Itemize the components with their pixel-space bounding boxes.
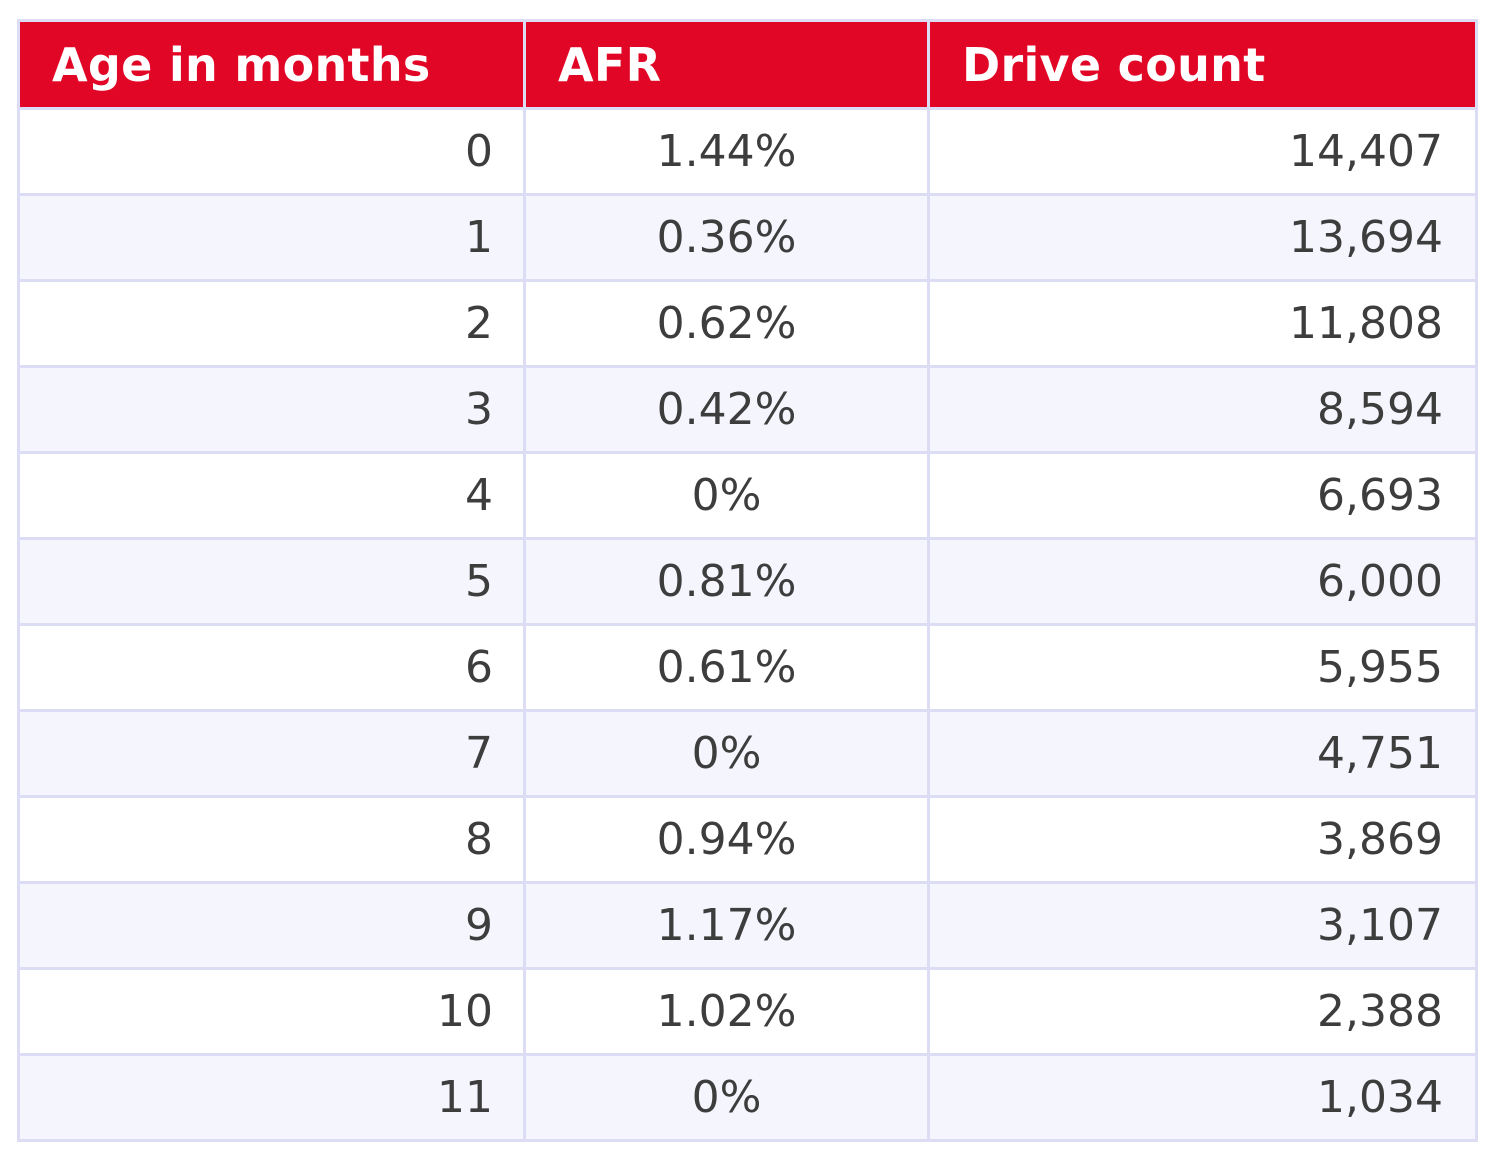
- table-row: 11 0% 1,034: [17, 1053, 1478, 1142]
- table-row: 8 0.94% 3,869: [17, 795, 1478, 884]
- cell-afr: 0%: [523, 1053, 930, 1142]
- cell-drive-count: 5,955: [927, 623, 1478, 712]
- table-row: 3 0.42% 8,594: [17, 365, 1478, 454]
- cell-age-in-months: 4: [17, 451, 526, 540]
- cell-age-in-months: 8: [17, 795, 526, 884]
- cell-afr: 0%: [523, 709, 930, 798]
- cell-afr: 0.42%: [523, 365, 930, 454]
- cell-age-in-months: 9: [17, 881, 526, 970]
- cell-age-in-months: 6: [17, 623, 526, 712]
- table-row: 9 1.17% 3,107: [17, 881, 1478, 970]
- header-row: Age in months AFR Drive count: [17, 19, 1478, 110]
- table-row: 2 0.62% 11,808: [17, 279, 1478, 368]
- cell-afr: 1.17%: [523, 881, 930, 970]
- cell-afr: 0.94%: [523, 795, 930, 884]
- table-row: 5 0.81% 6,000: [17, 537, 1478, 626]
- cell-drive-count: 3,869: [927, 795, 1478, 884]
- table-body: 0 1.44% 14,407 1 0.36% 13,694 2 0.62% 11,808 3 0.4…: [17, 107, 1478, 1142]
- header-drive-count: Drive count: [927, 19, 1478, 110]
- cell-drive-count: 3,107: [927, 881, 1478, 970]
- cell-afr: 0%: [523, 451, 930, 540]
- cell-age-in-months: 5: [17, 537, 526, 626]
- cell-age-in-months: 2: [17, 279, 526, 368]
- afr-table-container: Age in months AFR Drive count 0 1.44% 14,4…: [17, 19, 1478, 1142]
- table-row: 0 1.44% 14,407: [17, 107, 1478, 196]
- cell-drive-count: 14,407: [927, 107, 1478, 196]
- header-afr: AFR: [523, 19, 930, 110]
- cell-drive-count: 6,693: [927, 451, 1478, 540]
- cell-drive-count: 13,694: [927, 193, 1478, 282]
- cell-afr: 1.02%: [523, 967, 930, 1056]
- cell-drive-count: 6,000: [927, 537, 1478, 626]
- cell-age-in-months: 1: [17, 193, 526, 282]
- table-row: 7 0% 4,751: [17, 709, 1478, 798]
- cell-age-in-months: 10: [17, 967, 526, 1056]
- cell-afr: 0.81%: [523, 537, 930, 626]
- cell-age-in-months: 11: [17, 1053, 526, 1142]
- cell-age-in-months: 7: [17, 709, 526, 798]
- cell-afr: 1.44%: [523, 107, 930, 196]
- cell-afr: 0.36%: [523, 193, 930, 282]
- cell-drive-count: 8,594: [927, 365, 1478, 454]
- cell-drive-count: 4,751: [927, 709, 1478, 798]
- cell-drive-count: 11,808: [927, 279, 1478, 368]
- cell-drive-count: 2,388: [927, 967, 1478, 1056]
- cell-age-in-months: 3: [17, 365, 526, 454]
- cell-drive-count: 1,034: [927, 1053, 1478, 1142]
- cell-afr: 0.62%: [523, 279, 930, 368]
- table-row: 1 0.36% 13,694: [17, 193, 1478, 282]
- table-row: 6 0.61% 5,955: [17, 623, 1478, 712]
- header-age-in-months: Age in months: [17, 19, 526, 110]
- table-row: 10 1.02% 2,388: [17, 967, 1478, 1056]
- table-row: 4 0% 6,693: [17, 451, 1478, 540]
- afr-table: Age in months AFR Drive count 0 1.44% 14,4…: [17, 19, 1478, 1142]
- cell-age-in-months: 0: [17, 107, 526, 196]
- cell-afr: 0.61%: [523, 623, 930, 712]
